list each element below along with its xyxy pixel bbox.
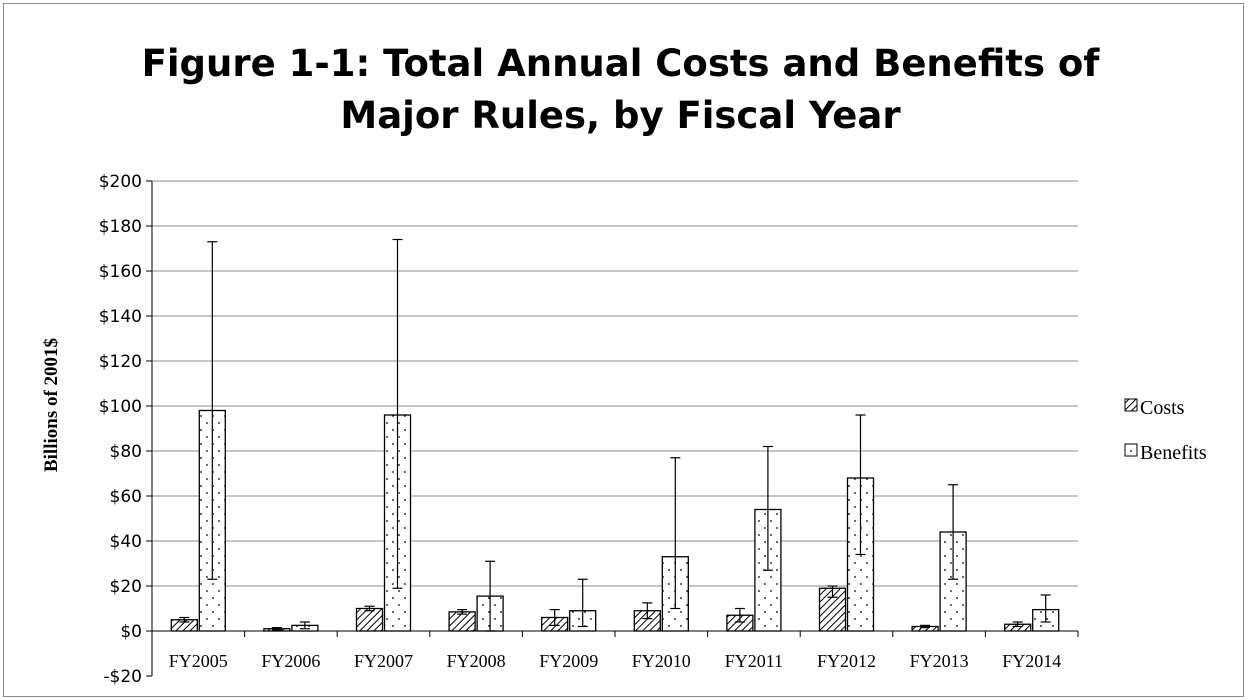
chart-title-line1: Figure 1-1: Total Annual Costs and Benef…: [141, 42, 1100, 85]
y-tick-label: $0: [120, 622, 142, 642]
legend-swatch-costs: [1124, 398, 1138, 412]
y-tick-label: $160: [99, 262, 142, 282]
y-tick-label: $140: [99, 307, 142, 327]
x-category-label: FY2007: [354, 651, 413, 671]
x-category-label: FY2005: [169, 651, 228, 671]
bar-costs: [355, 607, 384, 632]
x-category-label: FY2014: [1002, 651, 1061, 671]
y-tick-label: -$20: [103, 667, 142, 687]
x-category-label: FY2011: [725, 651, 783, 671]
legend: Costs Benefits: [1124, 397, 1207, 464]
y-axis-label: Billions of 2001$: [41, 338, 62, 472]
error-bars: [179, 238, 1051, 632]
axes: [151, 181, 1079, 676]
x-category-label: FY2008: [447, 651, 506, 671]
y-tick-label: $40: [110, 532, 142, 552]
legend-swatch-benefits: [1124, 443, 1138, 457]
y-tick-label: $20: [110, 577, 142, 597]
chart-title: Figure 1-1: Total Annual Costs and Benef…: [0, 38, 1241, 142]
y-tick-label: $100: [99, 397, 142, 417]
x-category-label: FY2010: [632, 651, 691, 671]
gridlines: [146, 180, 1078, 677]
x-category-label: FY2013: [910, 651, 969, 671]
legend-label-costs: Costs: [1140, 397, 1185, 419]
x-category-label: FY2012: [817, 651, 876, 671]
x-category-label: FY2009: [539, 651, 598, 671]
legend-label-benefits: Benefits: [1140, 442, 1207, 464]
y-tick-labels: -$20 $0 $20 $40 $60 $80 $100 $120 $140 $160 $180 $2…: [99, 172, 142, 687]
y-tick-label: $80: [110, 442, 142, 462]
y-tick-label: $200: [99, 172, 142, 192]
chart-title-line2: Major Rules, by Fiscal Year: [340, 94, 901, 137]
y-tick-label: $60: [110, 487, 142, 507]
bar-costs: [448, 611, 476, 632]
y-tick-label: $180: [99, 217, 142, 237]
bars: [170, 409, 1060, 632]
x-category-labels: FY2005 FY2006 FY2007 FY2008 FY2009 FY2010 FY20…: [169, 651, 1061, 671]
y-tick-label: $120: [99, 352, 142, 372]
x-category-label: FY2006: [261, 651, 320, 671]
